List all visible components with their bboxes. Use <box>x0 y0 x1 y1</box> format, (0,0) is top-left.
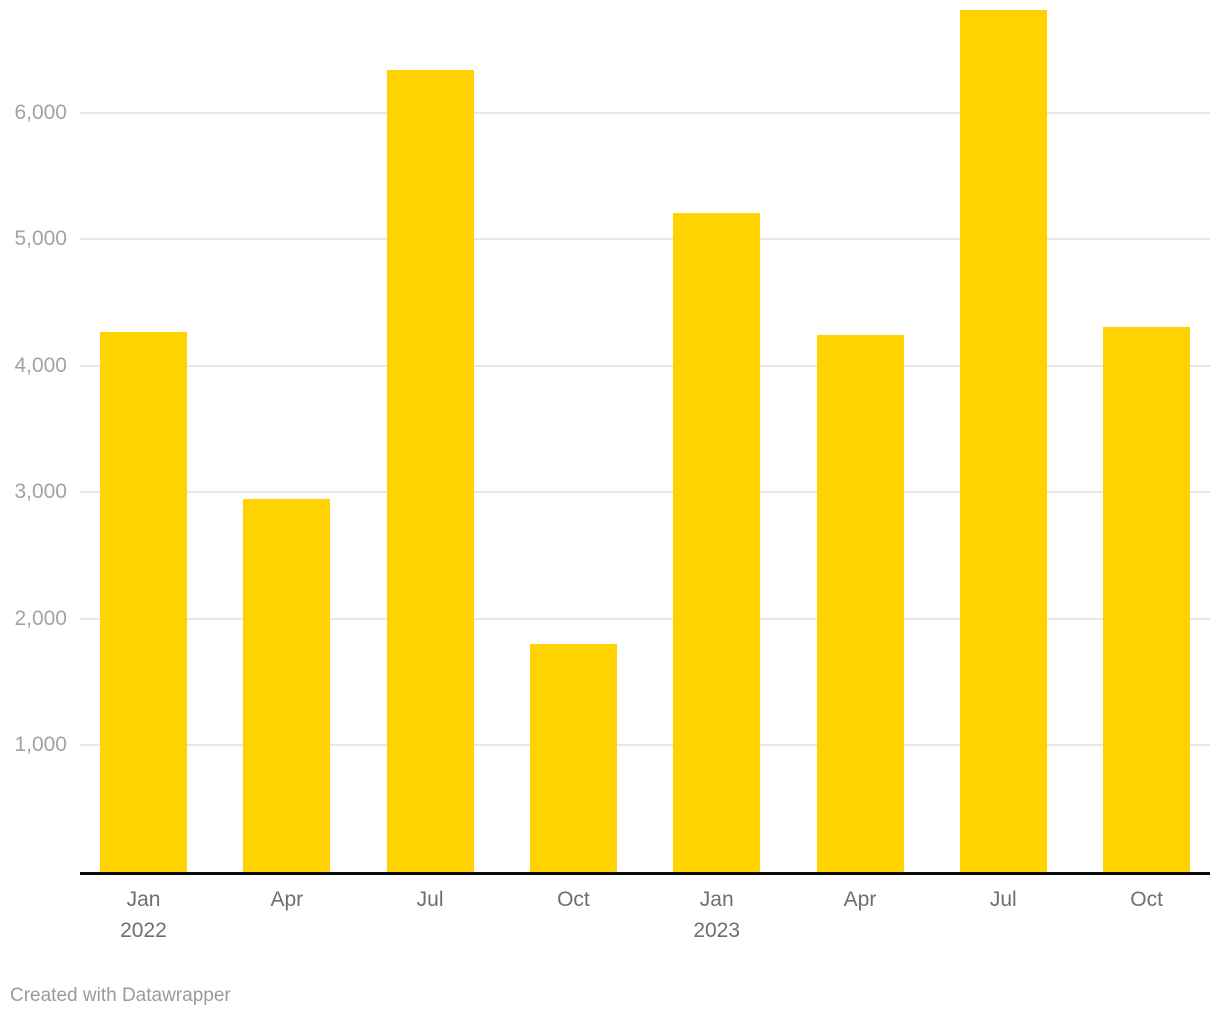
gridline-2000 <box>80 617 1210 620</box>
x-axis-tick-label-line-1: Jul <box>416 888 444 911</box>
x-axis-tick-label-jan-2023: Jan 2023 <box>645 884 788 946</box>
x-axis-tick-label-line-1: Jan <box>126 888 161 911</box>
bar-chart-plot-area: 1,000 2,000 3,000 4,000 5,000 6,000 Jan 2022 Apr… <box>14 10 1218 946</box>
gridline-6000 <box>80 111 1210 114</box>
x-axis-tick-label-line-2: 2023 <box>693 919 741 942</box>
x-axis-tick-label-apr-2023: Apr <box>788 884 931 915</box>
bar-oct-2022[interactable] <box>529 644 617 872</box>
x-axis-tick-label-line-1: Jul <box>989 888 1017 911</box>
gridline-1000 <box>80 744 1210 747</box>
bar-jul-2022[interactable] <box>386 69 474 872</box>
x-axis-tick-label-line-1: Oct <box>557 888 590 911</box>
x-axis-tick-label-jan-2022: Jan 2022 <box>72 884 215 946</box>
x-axis-tick-label-oct-2022: Oct <box>502 884 645 915</box>
x-axis-tick-label-line-1: Apr <box>270 888 304 911</box>
x-axis-tick-label-oct-2023: Oct <box>1075 884 1218 915</box>
y-axis-tick-label-5000: 5,000 <box>14 227 67 251</box>
x-axis-tick-label-line-1: Oct <box>1130 888 1163 911</box>
x-axis-tick-label-line-2: 2022 <box>120 919 167 942</box>
x-axis-tick-label-apr-2022: Apr <box>215 884 358 915</box>
y-axis-tick-label-2000: 2,000 <box>14 606 67 630</box>
x-axis-tick-label-jul-2022: Jul <box>358 884 501 915</box>
x-axis-tick-label-line-1: Apr <box>843 888 877 911</box>
x-axis-line <box>80 872 1210 875</box>
bar-apr-2022[interactable] <box>243 498 331 872</box>
bar-jul-2023[interactable] <box>959 10 1047 872</box>
gridline-4000 <box>80 364 1210 367</box>
gridline-5000 <box>80 238 1210 241</box>
y-axis-tick-label-1000: 1,000 <box>14 733 67 757</box>
bar-apr-2023[interactable] <box>816 335 904 872</box>
y-axis-tick-label-3000: 3,000 <box>14 480 67 504</box>
bar-jan-2023[interactable] <box>673 212 761 872</box>
bar-oct-2023[interactable] <box>1103 326 1191 872</box>
datawrapper-credit: Created with Datawrapper <box>10 985 231 1006</box>
bar-jan-2022[interactable] <box>100 331 187 872</box>
x-axis-tick-label-line-1: Jan <box>699 888 734 911</box>
gridline-3000 <box>80 491 1210 494</box>
y-axis-tick-label-6000: 6,000 <box>14 100 67 124</box>
x-axis-tick-label-jul-2023: Jul <box>932 884 1075 915</box>
y-axis-tick-label-4000: 4,000 <box>14 353 67 377</box>
